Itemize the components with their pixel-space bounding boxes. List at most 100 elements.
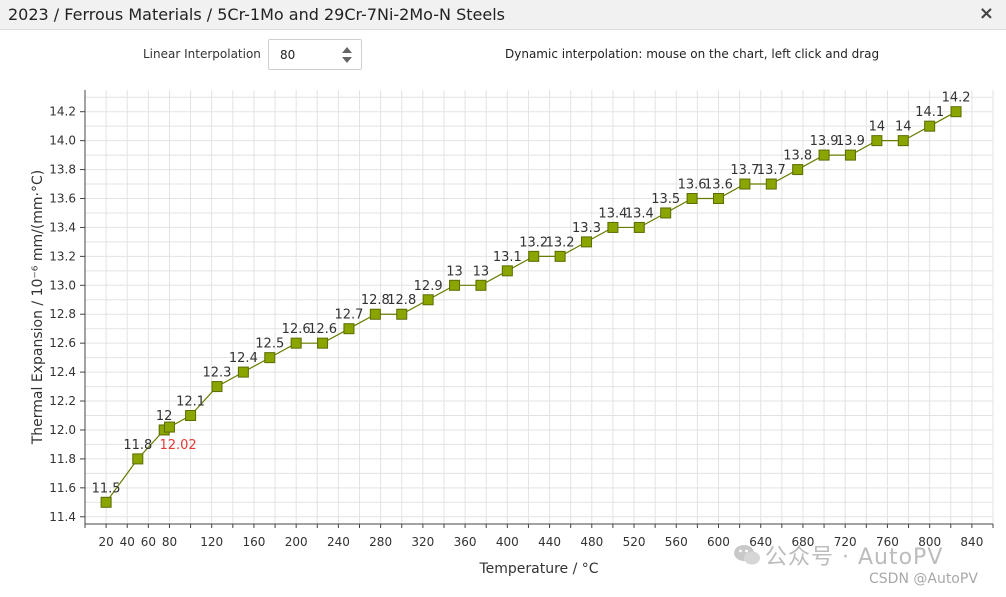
data-point[interactable] bbox=[211, 381, 223, 393]
x-tick-label: 560 bbox=[665, 535, 688, 549]
watermark: 公众号 · AutoPV CSDN @AutoPV bbox=[733, 537, 1003, 595]
data-point[interactable] bbox=[185, 410, 197, 421]
data-point[interactable] bbox=[132, 453, 144, 465]
data-point[interactable] bbox=[528, 250, 540, 262]
interpolation-spinner[interactable] bbox=[341, 45, 353, 65]
x-tick-label: 760 bbox=[876, 535, 899, 549]
data-point[interactable] bbox=[290, 337, 302, 349]
y-tick-label: 13.8 bbox=[49, 163, 76, 177]
x-tick-label: 80 bbox=[162, 535, 177, 549]
data-label: 13.4 bbox=[598, 206, 627, 221]
data-point[interactable] bbox=[581, 236, 593, 248]
data-point[interactable] bbox=[422, 294, 434, 306]
data-label: 12.8 bbox=[387, 293, 416, 308]
data-point[interactable] bbox=[765, 178, 777, 190]
data-point[interactable] bbox=[501, 265, 513, 277]
watermark-sub-text: CSDN @AutoPV bbox=[869, 571, 978, 587]
y-axis-title: Thermal Expansion / 10⁻⁶ mm/(mm·°C) bbox=[30, 170, 46, 446]
y-tick-label: 14.2 bbox=[49, 105, 76, 119]
x-tick-label: 800 bbox=[918, 535, 941, 549]
data-label: 12.1 bbox=[176, 395, 205, 410]
x-tick-label: 680 bbox=[792, 535, 815, 549]
data-point[interactable] bbox=[792, 164, 804, 176]
spin-down-icon[interactable] bbox=[342, 57, 352, 63]
x-tick-label: 160 bbox=[242, 535, 265, 549]
interpolated-point[interactable] bbox=[163, 421, 175, 433]
thermal-expansion-chart[interactable]: 11.4 11.6 11.8 12.0 12.2 12.4 12.6 12.8 13.0 13.2… bbox=[0, 82, 1006, 597]
data-point[interactable] bbox=[554, 250, 566, 262]
x-tick-label: 720 bbox=[834, 535, 857, 549]
x-tick-label: 520 bbox=[623, 535, 646, 549]
y-tick-label: 13.6 bbox=[49, 192, 76, 206]
data-point[interactable] bbox=[818, 149, 830, 161]
data-label: 13.1 bbox=[493, 250, 522, 265]
data-label: 13.6 bbox=[678, 178, 707, 193]
data-label: 11.8 bbox=[123, 438, 152, 453]
data-point[interactable] bbox=[871, 135, 883, 147]
y-tick-label: 13.0 bbox=[49, 278, 76, 292]
y-tick-label: 11.8 bbox=[49, 452, 76, 466]
data-point[interactable] bbox=[396, 308, 408, 320]
data-point[interactable] bbox=[633, 221, 645, 233]
x-tick-label: 640 bbox=[749, 535, 772, 549]
y-tick-label: 12.6 bbox=[49, 336, 76, 350]
data-point[interactable] bbox=[317, 337, 329, 349]
data-point[interactable] bbox=[924, 120, 936, 132]
x-tick-label: 840 bbox=[960, 535, 983, 549]
x-tick-label: 20 bbox=[98, 535, 113, 549]
x-tick-label: 600 bbox=[707, 535, 730, 549]
data-label: 13.8 bbox=[783, 149, 812, 164]
data-label: 13.2 bbox=[519, 235, 548, 250]
interpolation-value[interactable]: 80 bbox=[280, 48, 296, 62]
y-tick-label: 12.4 bbox=[49, 365, 76, 379]
data-point[interactable] bbox=[343, 323, 355, 335]
data-point[interactable] bbox=[100, 496, 112, 508]
data-label: 13 bbox=[473, 264, 490, 279]
chart-area[interactable]: 11.4 11.6 11.8 12.0 12.2 12.4 12.6 12.8 13.0 13.2… bbox=[0, 82, 1006, 597]
x-tick-label: 320 bbox=[411, 535, 434, 549]
y-tick-label: 12.8 bbox=[49, 307, 76, 321]
x-tick-label: 360 bbox=[454, 535, 477, 549]
data-point[interactable] bbox=[475, 279, 487, 291]
data-label: 13.7 bbox=[730, 163, 759, 178]
data-point[interactable] bbox=[897, 135, 909, 147]
interpolation-label: Linear Interpolation bbox=[143, 47, 261, 61]
close-icon[interactable]: × bbox=[978, 3, 994, 24]
data-point[interactable] bbox=[449, 279, 461, 291]
data-point[interactable] bbox=[712, 193, 724, 204]
y-tick-label: 11.6 bbox=[49, 481, 76, 495]
y-tick-label: 12.0 bbox=[49, 423, 76, 437]
spin-up-icon[interactable] bbox=[342, 47, 352, 53]
x-axis-title: Temperature / °C bbox=[478, 561, 598, 577]
y-tick-label: 12.2 bbox=[49, 394, 76, 408]
y-tick-label: 13.2 bbox=[49, 249, 76, 263]
data-label: 13.7 bbox=[757, 163, 786, 178]
x-tick-label: 200 bbox=[285, 535, 308, 549]
data-label: 13.3 bbox=[572, 221, 601, 236]
data-point[interactable] bbox=[607, 221, 619, 233]
interpolation-controls: Linear Interpolation 80 Dynamic interpol… bbox=[0, 30, 1006, 82]
data-point[interactable] bbox=[237, 366, 249, 378]
data-label: 13.9 bbox=[836, 134, 865, 149]
data-label: 11.5 bbox=[92, 481, 121, 496]
data-point[interactable] bbox=[264, 352, 276, 364]
data-label: 12.7 bbox=[334, 308, 363, 323]
x-tick-label: 40 bbox=[120, 535, 135, 549]
data-point[interactable] bbox=[686, 193, 698, 204]
y-tick-label: 11.4 bbox=[49, 510, 76, 524]
data-label: 12.4 bbox=[229, 351, 258, 366]
data-label: 14 bbox=[895, 120, 912, 135]
data-label: 14 bbox=[869, 120, 886, 135]
data-point[interactable] bbox=[844, 149, 856, 161]
data-label: 12.6 bbox=[282, 322, 311, 337]
data-point[interactable] bbox=[660, 207, 672, 219]
wechat-logo-icon bbox=[734, 545, 760, 565]
x-tick-label: 480 bbox=[580, 535, 603, 549]
interpolation-input[interactable]: 80 bbox=[268, 39, 362, 70]
data-label: 13.5 bbox=[651, 192, 680, 207]
data-point[interactable] bbox=[739, 178, 751, 190]
data-point[interactable] bbox=[369, 308, 381, 320]
x-tick-label: 280 bbox=[369, 535, 392, 549]
interpolated-label: 12.02 bbox=[159, 438, 196, 453]
data-point[interactable] bbox=[950, 106, 962, 118]
